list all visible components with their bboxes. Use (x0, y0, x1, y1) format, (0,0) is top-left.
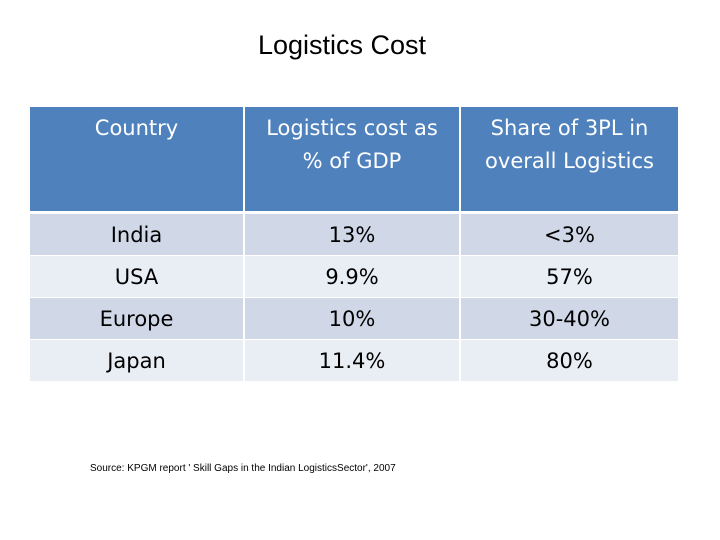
table-row: USA 9.9% 57% (30, 256, 678, 298)
cell-country: Japan (30, 340, 245, 382)
cell-3pl-share: 80% (461, 340, 678, 382)
cell-3pl-share: <3% (461, 214, 678, 256)
header-3pl-share: Share of 3PL in overall Logistics (461, 107, 678, 214)
logistics-cost-table: Country Logistics cost as % of GDP Share… (30, 107, 678, 382)
cell-country: Europe (30, 298, 245, 340)
cell-logistics-cost: 9.9% (245, 256, 461, 298)
cell-logistics-cost: 13% (245, 214, 461, 256)
slide-title: Logistics Cost (257, 30, 427, 60)
cell-country: USA (30, 256, 245, 298)
cell-3pl-share: 30-40% (461, 298, 678, 340)
cell-logistics-cost: 11.4% (245, 340, 461, 382)
table-row: Europe 10% 30-40% (30, 298, 678, 340)
header-country: Country (30, 107, 245, 214)
table-row: India 13% <3% (30, 214, 678, 256)
cell-3pl-share: 57% (461, 256, 678, 298)
source-note: Source: KPGM report ' Skill Gaps in the … (90, 463, 396, 474)
cell-logistics-cost: 10% (245, 298, 461, 340)
cell-country: India (30, 214, 245, 256)
header-logistics-cost: Logistics cost as % of GDP (245, 107, 461, 214)
table-header-row: Country Logistics cost as % of GDP Share… (30, 107, 678, 214)
table-row: Japan 11.4% 80% (30, 340, 678, 382)
